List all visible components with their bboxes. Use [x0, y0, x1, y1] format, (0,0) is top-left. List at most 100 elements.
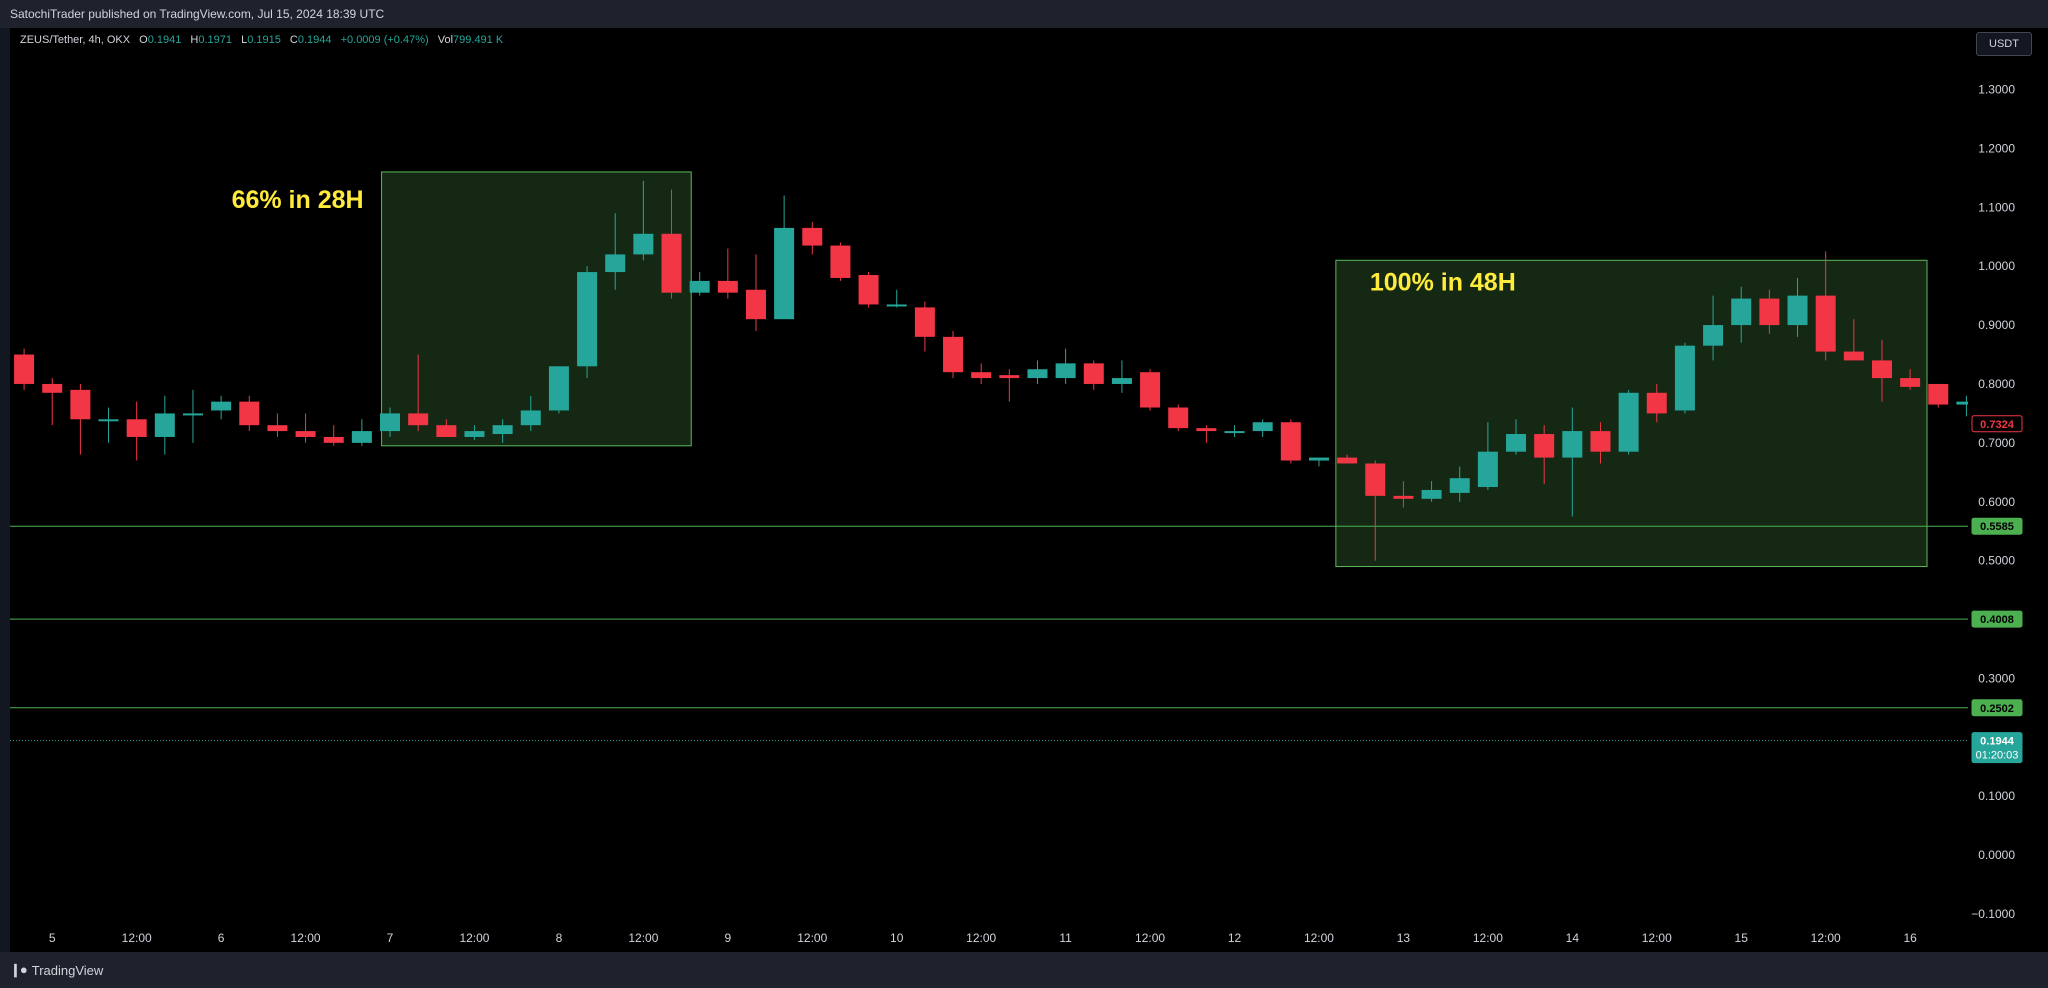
candle[interactable] — [886, 289, 907, 308]
candle[interactable] — [1787, 277, 1808, 337]
support-price-badge-2[interactable]: 0.2502 — [1971, 699, 2023, 717]
candle[interactable] — [1280, 419, 1301, 464]
candle[interactable] — [1731, 286, 1752, 343]
currency-button[interactable]: USDT — [1976, 32, 2032, 56]
candle[interactable] — [1449, 466, 1470, 502]
candle[interactable] — [633, 180, 654, 261]
candle[interactable] — [914, 301, 935, 352]
candle[interactable] — [1111, 360, 1132, 393]
x-tick-label: 8 — [556, 931, 563, 945]
candle[interactable] — [520, 395, 541, 432]
price-axis[interactable] — [1968, 28, 2048, 952]
candle[interactable] — [1337, 454, 1358, 464]
candle[interactable] — [830, 242, 851, 281]
brand-name: TradingView — [31, 962, 104, 978]
symbol-info: ZEUS/Tether, 4h, OKX — [20, 34, 131, 46]
candle[interactable] — [858, 272, 879, 308]
candle[interactable] — [689, 272, 710, 296]
candle[interactable] — [1506, 419, 1527, 455]
support-price-badge-1[interactable]: 0.4008 — [1971, 610, 2023, 628]
candle[interactable] — [605, 213, 626, 290]
candle[interactable] — [548, 366, 569, 414]
candle[interactable] — [999, 369, 1020, 402]
candle[interactable] — [1055, 348, 1076, 384]
candle[interactable] — [971, 363, 992, 384]
candle[interactable] — [436, 419, 457, 437]
x-tick-label: 5 — [49, 931, 56, 945]
y-tick-label: 1.2000 — [1978, 141, 2015, 155]
x-tick-label: 9 — [724, 931, 731, 945]
candle[interactable] — [1843, 319, 1864, 361]
candle[interactable] — [408, 354, 429, 432]
candle[interactable] — [1477, 422, 1498, 490]
candle[interactable] — [1308, 457, 1329, 467]
candle[interactable] — [1168, 404, 1189, 432]
high-value: 0.1971 — [198, 34, 233, 46]
support-price-badge-0[interactable]: 0.5585 — [1971, 517, 2023, 535]
zone-box-0[interactable] — [381, 171, 692, 447]
candle[interactable] — [239, 395, 260, 432]
candle[interactable] — [774, 195, 795, 320]
candle[interactable] — [1815, 251, 1836, 361]
candle[interactable] — [1252, 419, 1273, 437]
x-tick-label: 12 — [1228, 931, 1242, 945]
plot-layer — [10, 171, 1976, 742]
candle[interactable] — [267, 413, 288, 437]
x-tick-label: 11 — [1059, 931, 1072, 945]
candle[interactable] — [1674, 342, 1695, 414]
candle[interactable] — [1646, 383, 1667, 423]
candle[interactable] — [1140, 369, 1161, 411]
candle[interactable] — [323, 425, 344, 446]
candle[interactable] — [492, 419, 513, 443]
candle[interactable] — [745, 254, 766, 331]
candle[interactable] — [211, 395, 232, 420]
candle[interactable] — [1365, 460, 1386, 561]
candle[interactable] — [1562, 407, 1583, 517]
candle[interactable] — [1618, 389, 1639, 455]
candle[interactable] — [1928, 383, 1949, 408]
y-tick-label: 0.8000 — [1978, 377, 2015, 391]
x-tick-label: 12:00 — [1135, 931, 1165, 945]
volume-value: 799.491 K — [453, 34, 504, 46]
candle[interactable] — [154, 395, 175, 455]
y-tick-label: 0.7000 — [1978, 436, 2015, 450]
candle[interactable] — [1027, 360, 1048, 384]
candle[interactable] — [351, 419, 372, 446]
candle[interactable] — [1083, 360, 1104, 390]
candle[interactable] — [1900, 369, 1921, 390]
candle[interactable] — [14, 348, 35, 390]
candle[interactable] — [42, 378, 63, 426]
candle[interactable] — [1871, 339, 1892, 402]
x-tick-label: 12:00 — [966, 931, 996, 945]
candle[interactable] — [70, 383, 91, 455]
price-marker-badge[interactable]: 0.7324 — [1971, 415, 2023, 433]
candle[interactable] — [464, 425, 485, 440]
candle[interactable] — [661, 189, 682, 299]
candle[interactable] — [1759, 289, 1780, 334]
candle[interactable] — [1703, 295, 1724, 361]
candle[interactable] — [1956, 395, 1976, 417]
candle[interactable] — [182, 389, 203, 443]
ohlc-legend: ZEUS/Tether, 4h, OKX O0.1941 H0.1971 L0.… — [20, 34, 504, 46]
candle[interactable] — [126, 401, 147, 461]
candle[interactable] — [802, 222, 823, 255]
candle[interactable] — [380, 407, 401, 437]
publish-header: SatochiTrader published on TradingView.c… — [0, 0, 2048, 28]
x-tick-label: 10 — [890, 931, 904, 945]
candle[interactable] — [1196, 425, 1217, 443]
candle[interactable] — [1393, 481, 1414, 508]
candle[interactable] — [295, 413, 316, 443]
candle[interactable] — [1534, 425, 1555, 485]
candle[interactable] — [943, 330, 964, 379]
candle[interactable] — [1421, 481, 1442, 502]
y-tick-label: 1.1000 — [1978, 200, 2015, 214]
last-price-badge[interactable]: 0.1944 01:20:03 — [1971, 732, 2023, 764]
tradingview-brand[interactable]: ❙● TradingView — [10, 962, 103, 978]
candle[interactable] — [98, 407, 119, 443]
candle[interactable] — [577, 266, 598, 379]
candle[interactable] — [1590, 422, 1611, 464]
svg-text:0.7324: 0.7324 — [1980, 419, 2015, 431]
candle[interactable] — [1224, 425, 1245, 437]
candle[interactable] — [717, 248, 738, 299]
